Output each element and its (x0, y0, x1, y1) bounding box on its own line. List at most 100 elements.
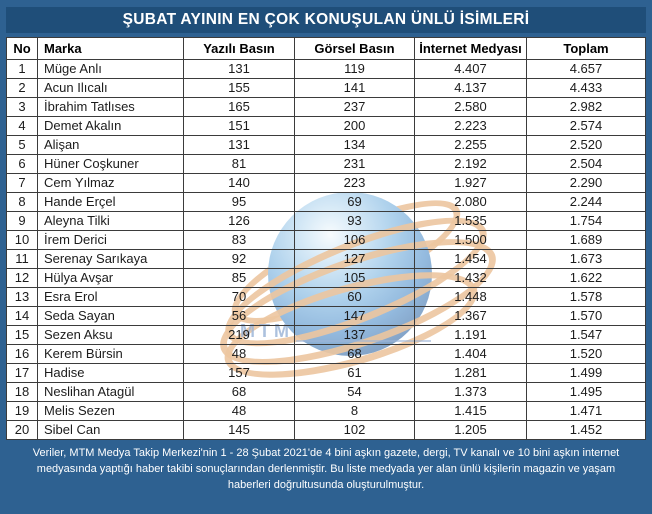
value-cell: 69 (294, 192, 415, 212)
rank-cell: 9 (6, 211, 38, 231)
value-cell: 145 (183, 420, 295, 440)
celebrity-ranking-table-wrap: MTM No Marka Yazılı Basın Görsel Basın İnter… (6, 37, 646, 440)
value-cell: 1.205 (414, 420, 527, 440)
value-cell: 1.452 (526, 420, 646, 440)
value-cell: 1.415 (414, 401, 527, 421)
column-header: Yazılı Basın (183, 37, 295, 60)
name-cell: İbrahim Tatlıses (37, 97, 184, 117)
column-header: Marka (37, 37, 184, 60)
value-cell: 1.495 (526, 382, 646, 402)
value-cell: 1.520 (526, 344, 646, 364)
column-header: Toplam (526, 37, 646, 60)
rank-cell: 16 (6, 344, 38, 364)
value-cell: 1.499 (526, 363, 646, 383)
value-cell: 2.504 (526, 154, 646, 174)
table-row: 17 Hadise 157 61 1.281 1.499 (6, 363, 646, 383)
name-cell: Hande Erçel (37, 192, 184, 212)
value-cell: 1.471 (526, 401, 646, 421)
value-cell: 48 (183, 344, 295, 364)
value-cell: 106 (294, 230, 415, 250)
value-cell: 60 (294, 287, 415, 307)
value-cell: 137 (294, 325, 415, 345)
name-cell: Acun Ilıcalı (37, 78, 184, 98)
table-row: 7 Cem Yılmaz 140 223 1.927 2.290 (6, 173, 646, 193)
table-row: 2 Acun Ilıcalı 155 141 4.137 4.433 (6, 78, 646, 98)
value-cell: 237 (294, 97, 415, 117)
rank-cell: 20 (6, 420, 38, 440)
value-cell: 8 (294, 401, 415, 421)
column-header: İnternet Medyası (414, 37, 527, 60)
table-row: 10 İrem Derici 83 106 1.500 1.689 (6, 230, 646, 250)
value-cell: 83 (183, 230, 295, 250)
value-cell: 68 (183, 382, 295, 402)
table-row: 1 Müge Anlı 131 119 4.407 4.657 (6, 59, 646, 79)
value-cell: 151 (183, 116, 295, 136)
table-row: 3 İbrahim Tatlıses 165 237 2.580 2.982 (6, 97, 646, 117)
value-cell: 140 (183, 173, 295, 193)
value-cell: 85 (183, 268, 295, 288)
rank-cell: 15 (6, 325, 38, 345)
rank-cell: 5 (6, 135, 38, 155)
value-cell: 2.223 (414, 116, 527, 136)
value-cell: 1.500 (414, 230, 527, 250)
table-header: No Marka Yazılı Basın Görsel Basın İnternet … (6, 37, 646, 60)
page-title-text: ŞUBAT AYININ EN ÇOK KONUŞULAN ÜNLÜ İSİML… (122, 11, 530, 28)
page-title: ŞUBAT AYININ EN ÇOK KONUŞULAN ÜNLÜ İSİML… (6, 7, 646, 33)
value-cell: 4.137 (414, 78, 527, 98)
value-cell: 1.373 (414, 382, 527, 402)
table-row: 16 Kerem Bürsin 48 68 1.404 1.520 (6, 344, 646, 364)
value-cell: 165 (183, 97, 295, 117)
column-header: Görsel Basın (294, 37, 415, 60)
table-row: 15 Sezen Aksu 219 137 1.191 1.547 (6, 325, 646, 345)
value-cell: 56 (183, 306, 295, 326)
table-header-row: No Marka Yazılı Basın Görsel Basın İnternet … (6, 37, 646, 60)
value-cell: 131 (183, 59, 295, 79)
value-cell: 1.622 (526, 268, 646, 288)
rank-cell: 10 (6, 230, 38, 250)
table-body: 1 Müge Anlı 131 119 4.407 4.657 2 Acun Ilıcalı 1… (6, 59, 646, 440)
value-cell: 1.547 (526, 325, 646, 345)
rank-cell: 14 (6, 306, 38, 326)
name-cell: Serenay Sarıkaya (37, 249, 184, 269)
value-cell: 2.080 (414, 192, 527, 212)
value-cell: 1.367 (414, 306, 527, 326)
rank-cell: 7 (6, 173, 38, 193)
name-cell: Melis Sezen (37, 401, 184, 421)
rank-cell: 12 (6, 268, 38, 288)
table-row: 14 Seda Sayan 56 147 1.367 1.570 (6, 306, 646, 326)
value-cell: 147 (294, 306, 415, 326)
table-row: 13 Esra Erol 70 60 1.448 1.578 (6, 287, 646, 307)
value-cell: 68 (294, 344, 415, 364)
value-cell: 102 (294, 420, 415, 440)
value-cell: 157 (183, 363, 295, 383)
value-cell: 1.432 (414, 268, 527, 288)
table-row: 6 Hüner Coşkuner 81 231 2.192 2.504 (6, 154, 646, 174)
value-cell: 2.982 (526, 97, 646, 117)
value-cell: 1.448 (414, 287, 527, 307)
value-cell: 155 (183, 78, 295, 98)
value-cell: 1.404 (414, 344, 527, 364)
value-cell: 48 (183, 401, 295, 421)
value-cell: 141 (294, 78, 415, 98)
value-cell: 119 (294, 59, 415, 79)
name-cell: İrem Derici (37, 230, 184, 250)
source-footnote: Veriler, MTM Medya Takip Merkezi'nin 1 -… (6, 440, 646, 494)
table-row: 20 Sibel Can 145 102 1.205 1.452 (6, 420, 646, 440)
value-cell: 134 (294, 135, 415, 155)
value-cell: 1.754 (526, 211, 646, 231)
name-cell: Sibel Can (37, 420, 184, 440)
value-cell: 4.407 (414, 59, 527, 79)
table-row: 9 Aleyna Tilki 126 93 1.535 1.754 (6, 211, 646, 231)
value-cell: 2.580 (414, 97, 527, 117)
rank-cell: 6 (6, 154, 38, 174)
name-cell: Sezen Aksu (37, 325, 184, 345)
celebrity-ranking-table: No Marka Yazılı Basın Görsel Basın İnternet … (6, 37, 646, 440)
name-cell: Seda Sayan (37, 306, 184, 326)
value-cell: 81 (183, 154, 295, 174)
table-row: 12 Hülya Avşar 85 105 1.432 1.622 (6, 268, 646, 288)
value-cell: 219 (183, 325, 295, 345)
rank-cell: 13 (6, 287, 38, 307)
table-row: 5 Alişan 131 134 2.255 2.520 (6, 135, 646, 155)
rank-cell: 3 (6, 97, 38, 117)
